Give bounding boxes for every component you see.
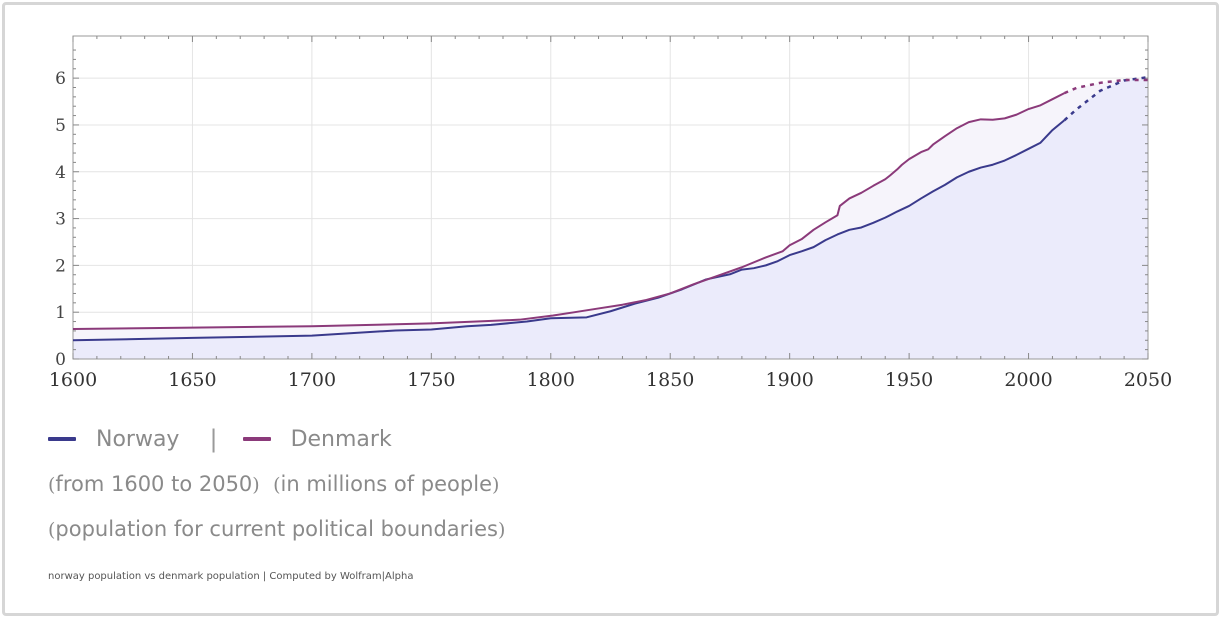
x-tick-label: 1800 xyxy=(527,369,575,391)
legend: Norway | Denmark xyxy=(48,424,392,454)
x-tick-label: 1650 xyxy=(168,369,216,391)
legend-swatch-denmark xyxy=(242,437,271,441)
series-line-norway xyxy=(72,119,1066,342)
y-tick-label: 2 xyxy=(55,256,66,276)
legend-label-denmark: Denmark xyxy=(290,426,392,452)
paren-open: ( xyxy=(273,474,281,496)
paren-close: ) xyxy=(498,519,506,541)
x-tick-label: 2050 xyxy=(1124,369,1172,391)
units-text: in millions of people xyxy=(280,472,493,496)
x-tick-label: 1750 xyxy=(407,369,455,391)
series-projection-norway xyxy=(1063,75,1149,122)
y-tick-label: 5 xyxy=(55,116,66,136)
y-tick-label: 0 xyxy=(55,350,66,370)
population-chart: 0 1 2 3 4 5 6 1600 1650 1700 1750 1800 1850 1900 1950 2… xyxy=(49,35,1172,391)
x-tick-label: 1900 xyxy=(765,369,813,391)
x-tick-label: 1950 xyxy=(885,369,933,391)
y-tick-label: 1 xyxy=(55,303,66,323)
series-projection-denmark xyxy=(1063,78,1148,95)
footer-attribution: norway population vs denmark population … xyxy=(48,571,414,582)
legend-swatch-norway xyxy=(48,437,76,441)
x-tick-label: 1700 xyxy=(288,369,336,391)
paren-close: ) xyxy=(252,474,260,496)
plot-frame xyxy=(72,35,1149,360)
range-text: from 1600 to 2050 xyxy=(55,472,253,496)
legend-separator: | xyxy=(209,425,218,453)
x-tick-label: 1850 xyxy=(646,369,694,391)
range-note: (from 1600 to 2050) (in millions of peop… xyxy=(48,472,499,496)
series-line-denmark xyxy=(72,92,1065,331)
boundary-note: (population for current political bounda… xyxy=(48,517,505,541)
x-tick-label: 2000 xyxy=(1004,369,1052,391)
paren-open: ( xyxy=(48,519,56,541)
legend-label-norway: Norway xyxy=(96,426,180,452)
paren-open: ( xyxy=(48,474,56,496)
x-tick-label: 1600 xyxy=(49,369,97,391)
paren-close: ) xyxy=(492,474,500,496)
y-tick-label: 3 xyxy=(55,210,66,230)
y-tick-label: 4 xyxy=(55,163,66,183)
y-tick-label: 6 xyxy=(55,69,66,89)
norway-area-fill xyxy=(73,77,1148,359)
boundary-text: population for current political boundar… xyxy=(55,517,498,541)
